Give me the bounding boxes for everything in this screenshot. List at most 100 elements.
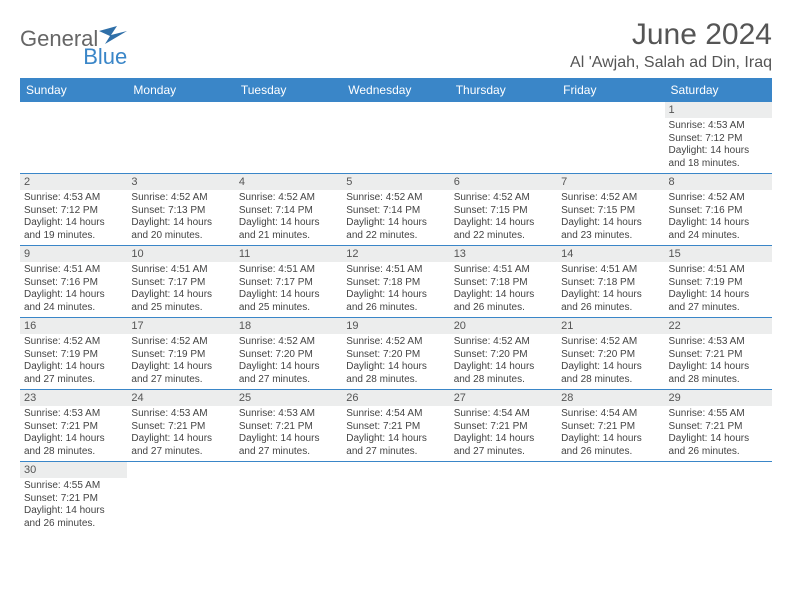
day-details: Sunrise: 4:52 AMSunset: 7:14 PMDaylight:…: [235, 190, 342, 245]
calendar-cell: 9Sunrise: 4:51 AMSunset: 7:16 PMDaylight…: [20, 246, 127, 318]
calendar-cell: 25Sunrise: 4:53 AMSunset: 7:21 PMDayligh…: [235, 390, 342, 462]
day-number: 23: [20, 390, 127, 406]
logo: GeneralBlue: [20, 26, 127, 70]
calendar-cell: 7Sunrise: 4:52 AMSunset: 7:15 PMDaylight…: [557, 174, 664, 246]
day-details: Sunrise: 4:52 AMSunset: 7:15 PMDaylight:…: [450, 190, 557, 245]
day-number: 24: [127, 390, 234, 406]
calendar-cell: [450, 462, 557, 534]
calendar-cell: [557, 462, 664, 534]
day-details: Sunrise: 4:53 AMSunset: 7:21 PMDaylight:…: [665, 334, 772, 389]
calendar-cell: 27Sunrise: 4:54 AMSunset: 7:21 PMDayligh…: [450, 390, 557, 462]
day-details: Sunrise: 4:51 AMSunset: 7:17 PMDaylight:…: [235, 262, 342, 317]
weekday-header: Wednesday: [342, 78, 449, 102]
calendar-body: 1Sunrise: 4:53 AMSunset: 7:12 PMDaylight…: [20, 102, 772, 533]
day-number: 30: [20, 462, 127, 478]
day-number: 1: [665, 102, 772, 118]
day-details: Sunrise: 4:55 AMSunset: 7:21 PMDaylight:…: [20, 478, 127, 533]
day-number: 15: [665, 246, 772, 262]
day-details: Sunrise: 4:53 AMSunset: 7:21 PMDaylight:…: [20, 406, 127, 461]
calendar-cell: 10Sunrise: 4:51 AMSunset: 7:17 PMDayligh…: [127, 246, 234, 318]
day-details: Sunrise: 4:53 AMSunset: 7:12 PMDaylight:…: [20, 190, 127, 245]
day-details: Sunrise: 4:53 AMSunset: 7:12 PMDaylight:…: [665, 118, 772, 173]
calendar-cell: 11Sunrise: 4:51 AMSunset: 7:17 PMDayligh…: [235, 246, 342, 318]
day-number: 28: [557, 390, 664, 406]
day-number: 3: [127, 174, 234, 190]
calendar-head: SundayMondayTuesdayWednesdayThursdayFrid…: [20, 78, 772, 102]
day-number: 27: [450, 390, 557, 406]
calendar-cell: 22Sunrise: 4:53 AMSunset: 7:21 PMDayligh…: [665, 318, 772, 390]
location: Al 'Awjah, Salah ad Din, Iraq: [570, 54, 772, 72]
calendar-cell: 26Sunrise: 4:54 AMSunset: 7:21 PMDayligh…: [342, 390, 449, 462]
day-number: 2: [20, 174, 127, 190]
day-number: 7: [557, 174, 664, 190]
day-number: 4: [235, 174, 342, 190]
day-number: 12: [342, 246, 449, 262]
calendar-cell: [235, 102, 342, 174]
day-details: Sunrise: 4:54 AMSunset: 7:21 PMDaylight:…: [450, 406, 557, 461]
calendar-cell: [450, 102, 557, 174]
weekday-header: Tuesday: [235, 78, 342, 102]
day-number: 17: [127, 318, 234, 334]
calendar-cell: 28Sunrise: 4:54 AMSunset: 7:21 PMDayligh…: [557, 390, 664, 462]
calendar-cell: 6Sunrise: 4:52 AMSunset: 7:15 PMDaylight…: [450, 174, 557, 246]
calendar-cell: 21Sunrise: 4:52 AMSunset: 7:20 PMDayligh…: [557, 318, 664, 390]
day-details: Sunrise: 4:52 AMSunset: 7:20 PMDaylight:…: [235, 334, 342, 389]
calendar-cell: 13Sunrise: 4:51 AMSunset: 7:18 PMDayligh…: [450, 246, 557, 318]
day-details: Sunrise: 4:53 AMSunset: 7:21 PMDaylight:…: [235, 406, 342, 461]
day-details: Sunrise: 4:52 AMSunset: 7:19 PMDaylight:…: [20, 334, 127, 389]
day-number: 11: [235, 246, 342, 262]
calendar-cell: 30Sunrise: 4:55 AMSunset: 7:21 PMDayligh…: [20, 462, 127, 534]
calendar-cell: 4Sunrise: 4:52 AMSunset: 7:14 PMDaylight…: [235, 174, 342, 246]
weekday-header: Sunday: [20, 78, 127, 102]
logo-text-blue: Blue: [83, 44, 127, 69]
day-details: Sunrise: 4:52 AMSunset: 7:19 PMDaylight:…: [127, 334, 234, 389]
day-number: 9: [20, 246, 127, 262]
day-details: Sunrise: 4:55 AMSunset: 7:21 PMDaylight:…: [665, 406, 772, 461]
day-number: 8: [665, 174, 772, 190]
day-details: Sunrise: 4:52 AMSunset: 7:14 PMDaylight:…: [342, 190, 449, 245]
calendar-cell: [235, 462, 342, 534]
day-details: Sunrise: 4:54 AMSunset: 7:21 PMDaylight:…: [342, 406, 449, 461]
calendar-cell: 19Sunrise: 4:52 AMSunset: 7:20 PMDayligh…: [342, 318, 449, 390]
calendar-cell: [127, 102, 234, 174]
day-details: Sunrise: 4:52 AMSunset: 7:16 PMDaylight:…: [665, 190, 772, 245]
day-number: 5: [342, 174, 449, 190]
weekday-header: Friday: [557, 78, 664, 102]
day-number: 22: [665, 318, 772, 334]
calendar-cell: 12Sunrise: 4:51 AMSunset: 7:18 PMDayligh…: [342, 246, 449, 318]
calendar-cell: [557, 102, 664, 174]
calendar-cell: 20Sunrise: 4:52 AMSunset: 7:20 PMDayligh…: [450, 318, 557, 390]
weekday-header: Saturday: [665, 78, 772, 102]
day-number: 21: [557, 318, 664, 334]
day-number: 25: [235, 390, 342, 406]
day-details: Sunrise: 4:52 AMSunset: 7:20 PMDaylight:…: [342, 334, 449, 389]
day-number: 6: [450, 174, 557, 190]
calendar-cell: 18Sunrise: 4:52 AMSunset: 7:20 PMDayligh…: [235, 318, 342, 390]
calendar-cell: [20, 102, 127, 174]
calendar-cell: 17Sunrise: 4:52 AMSunset: 7:19 PMDayligh…: [127, 318, 234, 390]
day-number: 26: [342, 390, 449, 406]
calendar-cell: [127, 462, 234, 534]
calendar-cell: 2Sunrise: 4:53 AMSunset: 7:12 PMDaylight…: [20, 174, 127, 246]
day-details: Sunrise: 4:52 AMSunset: 7:15 PMDaylight:…: [557, 190, 664, 245]
header: GeneralBlue June 2024 Al 'Awjah, Salah a…: [20, 18, 772, 72]
weekday-header: Thursday: [450, 78, 557, 102]
day-number: 16: [20, 318, 127, 334]
day-details: Sunrise: 4:54 AMSunset: 7:21 PMDaylight:…: [557, 406, 664, 461]
day-details: Sunrise: 4:51 AMSunset: 7:18 PMDaylight:…: [557, 262, 664, 317]
day-details: Sunrise: 4:51 AMSunset: 7:18 PMDaylight:…: [342, 262, 449, 317]
calendar-cell: 29Sunrise: 4:55 AMSunset: 7:21 PMDayligh…: [665, 390, 772, 462]
calendar-cell: 14Sunrise: 4:51 AMSunset: 7:18 PMDayligh…: [557, 246, 664, 318]
day-details: Sunrise: 4:51 AMSunset: 7:19 PMDaylight:…: [665, 262, 772, 317]
day-details: Sunrise: 4:51 AMSunset: 7:16 PMDaylight:…: [20, 262, 127, 317]
calendar-table: SundayMondayTuesdayWednesdayThursdayFrid…: [20, 78, 772, 533]
day-number: 14: [557, 246, 664, 262]
calendar-cell: 23Sunrise: 4:53 AMSunset: 7:21 PMDayligh…: [20, 390, 127, 462]
calendar-cell: 8Sunrise: 4:52 AMSunset: 7:16 PMDaylight…: [665, 174, 772, 246]
day-number: 10: [127, 246, 234, 262]
calendar-cell: [342, 102, 449, 174]
day-details: Sunrise: 4:52 AMSunset: 7:20 PMDaylight:…: [450, 334, 557, 389]
calendar-cell: 16Sunrise: 4:52 AMSunset: 7:19 PMDayligh…: [20, 318, 127, 390]
day-number: 19: [342, 318, 449, 334]
day-details: Sunrise: 4:51 AMSunset: 7:17 PMDaylight:…: [127, 262, 234, 317]
